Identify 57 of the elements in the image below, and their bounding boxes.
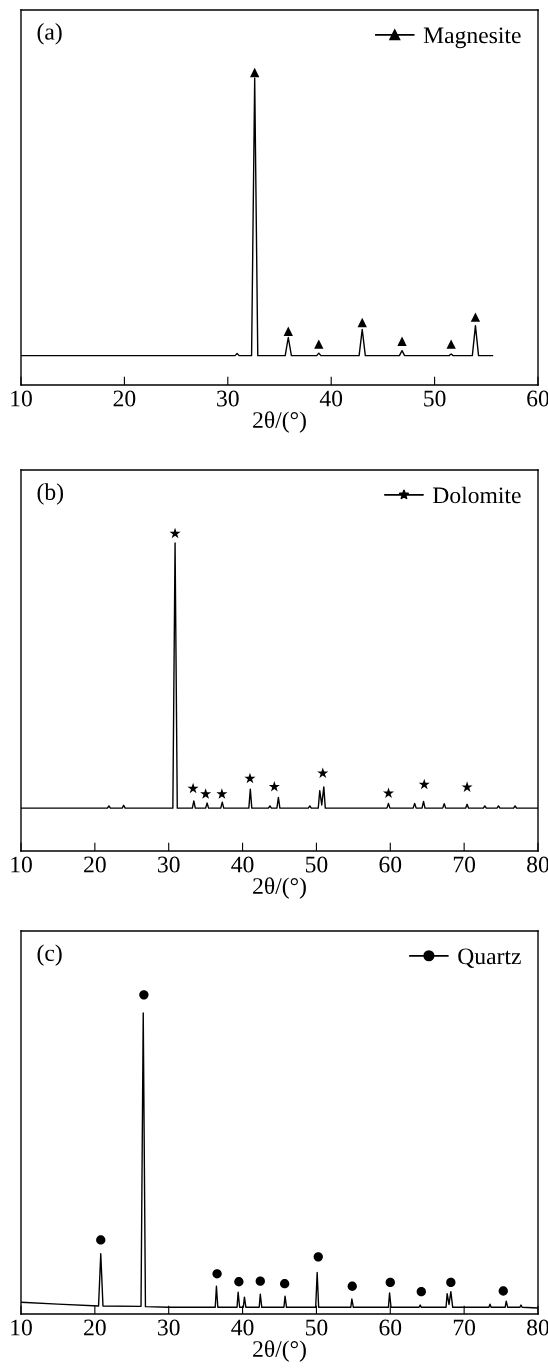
chart-title: (b) (37, 483, 63, 505)
x-tick-label: 70 (453, 1319, 476, 1336)
x-tick-label: 50 (306, 1319, 328, 1336)
x-tick-label: 20 (84, 856, 106, 873)
point (498, 1286, 508, 1296)
x-tick-label: 30 (158, 1319, 180, 1336)
x-tick-label: 50 (424, 390, 446, 407)
legend-label: Quartz (458, 948, 521, 968)
x-tick-label: 80 (527, 1319, 548, 1336)
x-tick-label: 40 (231, 1319, 254, 1336)
x-tick-label: 10 (11, 856, 32, 873)
chart-title: (c) (37, 944, 62, 966)
x-tick-label: 60 (527, 390, 548, 407)
point (397, 336, 407, 346)
point (357, 317, 367, 328)
x-tick-label: 40 (231, 856, 254, 873)
x-tick-label: 60 (379, 1319, 402, 1336)
point (382, 787, 395, 798)
x-tick-label: 20 (113, 390, 136, 407)
point (314, 339, 324, 349)
point (446, 1277, 456, 1288)
point (461, 781, 473, 792)
point (96, 1235, 106, 1245)
x-tick-label: 40 (319, 390, 343, 407)
x-tick-label: 10 (11, 1319, 32, 1336)
x-tick-label: 30 (217, 390, 239, 407)
x-tick-label: 70 (453, 856, 476, 873)
x-axis-title: 2θ/(°) (253, 877, 306, 899)
x-axis-title: 2θ/(°) (253, 411, 306, 433)
point (283, 326, 293, 336)
x-tick-label: 60 (379, 856, 402, 873)
point (446, 339, 456, 349)
x-axis-title: 2θ/(°) (253, 1340, 306, 1362)
point (255, 1276, 265, 1286)
point (416, 1287, 426, 1297)
point (212, 1269, 222, 1279)
point (280, 1279, 290, 1289)
point (313, 1252, 323, 1262)
legend-label: Dolomite (432, 486, 521, 504)
point (250, 67, 260, 78)
x-tick-label: 30 (158, 856, 180, 873)
x-tick-label: 20 (84, 1319, 106, 1336)
x-tick-label: 50 (306, 856, 328, 873)
point (244, 772, 256, 784)
point (317, 767, 329, 778)
x-tick-label: 80 (527, 856, 548, 873)
point (385, 1277, 395, 1288)
point (347, 1281, 357, 1291)
legend-label: Magnesite (423, 27, 521, 49)
point (139, 990, 149, 1000)
x-tick-label: 10 (11, 390, 32, 407)
point (268, 781, 280, 792)
chart-title: (a) (37, 23, 62, 45)
point (200, 788, 212, 799)
point (216, 788, 228, 799)
point (234, 1277, 244, 1287)
point (470, 312, 481, 322)
